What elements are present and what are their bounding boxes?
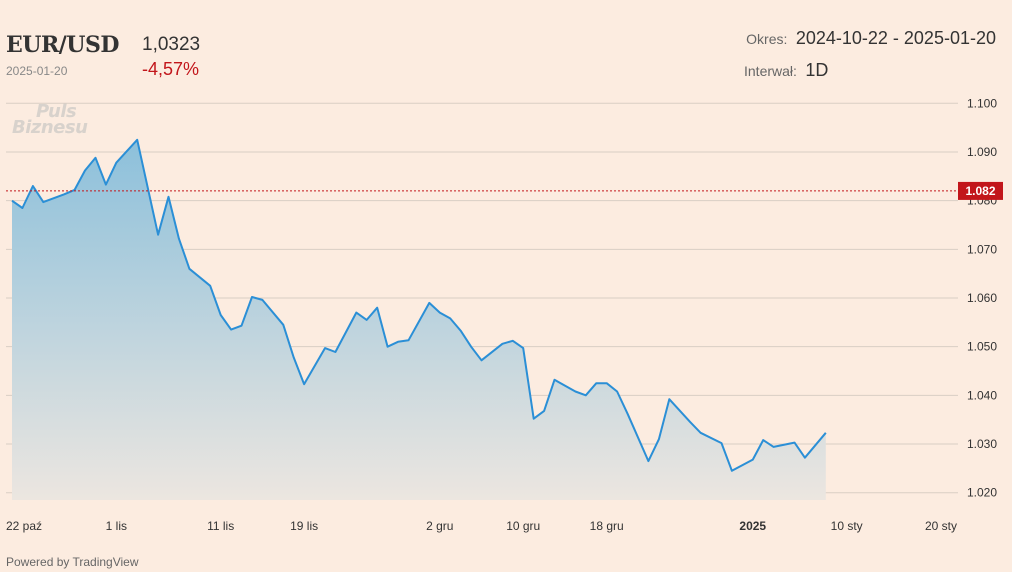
y-tick-label: 1.030 (967, 437, 997, 451)
series-line (11, 138, 827, 472)
y-tick-label: 1.050 (967, 340, 997, 354)
logo-line-2: Biznesu (12, 117, 88, 138)
x-tick-label: 18 gru (590, 519, 624, 533)
x-tick-label: 22 paź (6, 519, 42, 533)
powered-by-link[interactable]: Powered by TradingView (6, 555, 139, 569)
quote-date: 2025-01-20 (6, 64, 68, 78)
x-tick-label: 2025 (739, 519, 766, 533)
x-tick-label: 19 lis (290, 519, 318, 533)
price-change: -4,57% (142, 59, 200, 79)
reference-badge (958, 181, 1003, 200)
interval-label: Interwał: (744, 63, 797, 79)
x-tick-label: 11 lis (207, 519, 234, 533)
symbol-title: EUR/USD (6, 32, 119, 58)
logo-line-1: Puls (36, 101, 77, 122)
y-tick-label: 1.100 (967, 96, 997, 110)
x-tick-label: 20 sty (925, 519, 957, 533)
reference-label: 1.082 (965, 184, 995, 198)
y-tick-label: 1.020 (967, 486, 997, 500)
interval-value[interactable]: 1D (805, 60, 829, 80)
y-tick-label: 1.060 (967, 291, 997, 305)
y-tick-label: 1.090 (967, 145, 997, 159)
y-tick-label: 1.070 (967, 242, 997, 256)
x-tick-label: 2 gru (426, 519, 453, 533)
x-tick-label: 10 gru (506, 519, 540, 533)
last-price: 1,0323 (142, 34, 201, 55)
x-tick-label: 1 lis (106, 519, 127, 533)
period-info: Okres: 2024-10-22 - 2025-01-20 (746, 28, 996, 49)
x-tick-label: 10 sty (831, 519, 863, 533)
puls-biznesu-logo: Puls Biznesu (12, 101, 88, 138)
y-tick-label: 1.040 (967, 388, 997, 402)
period-value[interactable]: 2024-10-22 - 2025-01-20 (795, 28, 996, 48)
interval-info: Interwał: 1D (744, 60, 828, 81)
series-area (12, 139, 826, 501)
period-label: Okres: (746, 31, 788, 47)
